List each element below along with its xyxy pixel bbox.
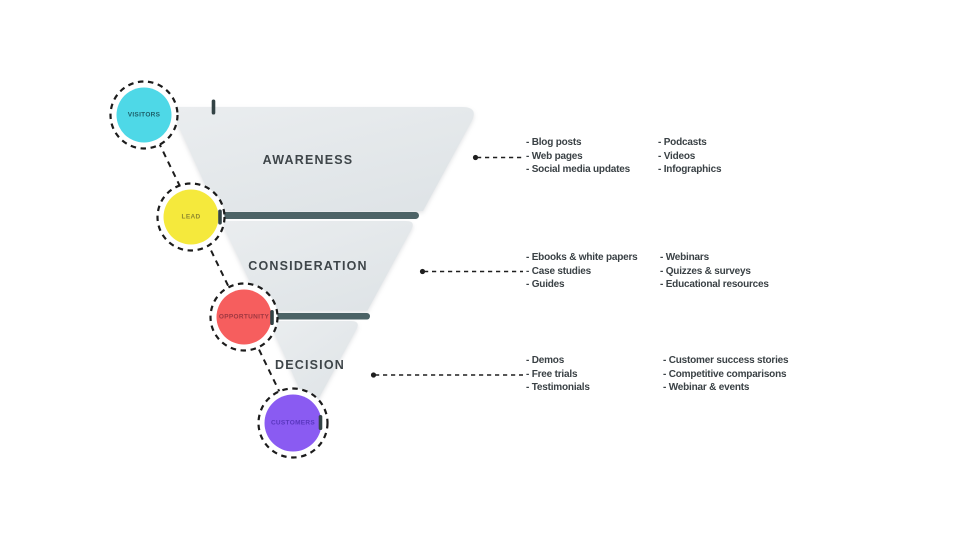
connector-dot-consideration bbox=[419, 268, 426, 275]
list-item: - Testimonials bbox=[526, 382, 590, 393]
divider-bar-1 bbox=[218, 212, 419, 219]
stage-list-awareness-col2: - Podcasts - Videos - Infographics bbox=[658, 136, 722, 177]
opportunity-tick bbox=[270, 310, 274, 325]
visitors-circle bbox=[116, 87, 172, 143]
funnel-stage-consideration-shape bbox=[221, 221, 413, 311]
connector-dot-decision bbox=[370, 372, 377, 378]
list-item: - Blog posts bbox=[526, 137, 582, 148]
customers-circle bbox=[264, 394, 322, 452]
list-item: - Infographics bbox=[658, 164, 722, 175]
list-item: - Educational resources bbox=[660, 279, 769, 290]
list-item: - Free trials bbox=[526, 368, 578, 380]
list-item: - Ebooks & white papers bbox=[526, 252, 638, 263]
connector-dot-awareness bbox=[472, 154, 479, 161]
stage-list-decision-col1: - Demos - Free trials - Testimonials bbox=[526, 354, 590, 395]
list-item: - Demos bbox=[526, 355, 565, 366]
stage-list-consideration-col2: - Webinars - Quizzes & surveys - Educati… bbox=[660, 251, 769, 292]
list-item: - Web pages bbox=[526, 150, 583, 162]
lead-circle bbox=[163, 189, 219, 245]
list-item: - Competitive comparisons bbox=[663, 368, 787, 380]
list-item: - Podcasts bbox=[658, 137, 707, 148]
list-item: - Case studies bbox=[526, 265, 592, 277]
divider-bar-2 bbox=[270, 313, 370, 320]
list-item: - Webinar & events bbox=[663, 382, 750, 393]
circle-label-lead: LEAD bbox=[181, 213, 201, 221]
stage-list-decision-col2: - Customer success stories - Competitive… bbox=[663, 354, 789, 395]
list-item: - Customer success stories bbox=[663, 355, 789, 366]
milestone-dashed-line bbox=[143, 111, 297, 427]
circle-label-opportunity: OPPORTUNITY bbox=[218, 313, 270, 321]
funnel-stage-awareness-shape bbox=[170, 107, 474, 211]
list-item: - Videos bbox=[658, 150, 696, 162]
stage-list-consideration-col1: - Ebooks & white papers - Case studies -… bbox=[526, 251, 638, 292]
stage-title-consideration: CONSIDERATION bbox=[248, 259, 368, 273]
circle-label-customers: CUSTOMERS bbox=[270, 419, 316, 427]
customers-tick bbox=[318, 415, 323, 430]
stage-title-decision: DECISION bbox=[274, 358, 346, 372]
funnel-stage-decision-shape bbox=[269, 321, 358, 408]
list-item: - Social media updates bbox=[526, 164, 630, 175]
list-item: - Webinars bbox=[660, 252, 709, 263]
lead-tick bbox=[218, 209, 222, 225]
stage-title-awareness: AWARENESS bbox=[262, 153, 354, 167]
list-item: - Guides bbox=[526, 279, 565, 290]
opportunity-circle bbox=[216, 289, 272, 345]
circle-label-visitors: VISITORS bbox=[127, 111, 161, 119]
visitors-tick bbox=[211, 99, 216, 115]
stage-list-awareness-col1: - Blog posts - Web pages - Social media … bbox=[526, 136, 630, 177]
list-item: - Quizzes & surveys bbox=[660, 265, 751, 277]
